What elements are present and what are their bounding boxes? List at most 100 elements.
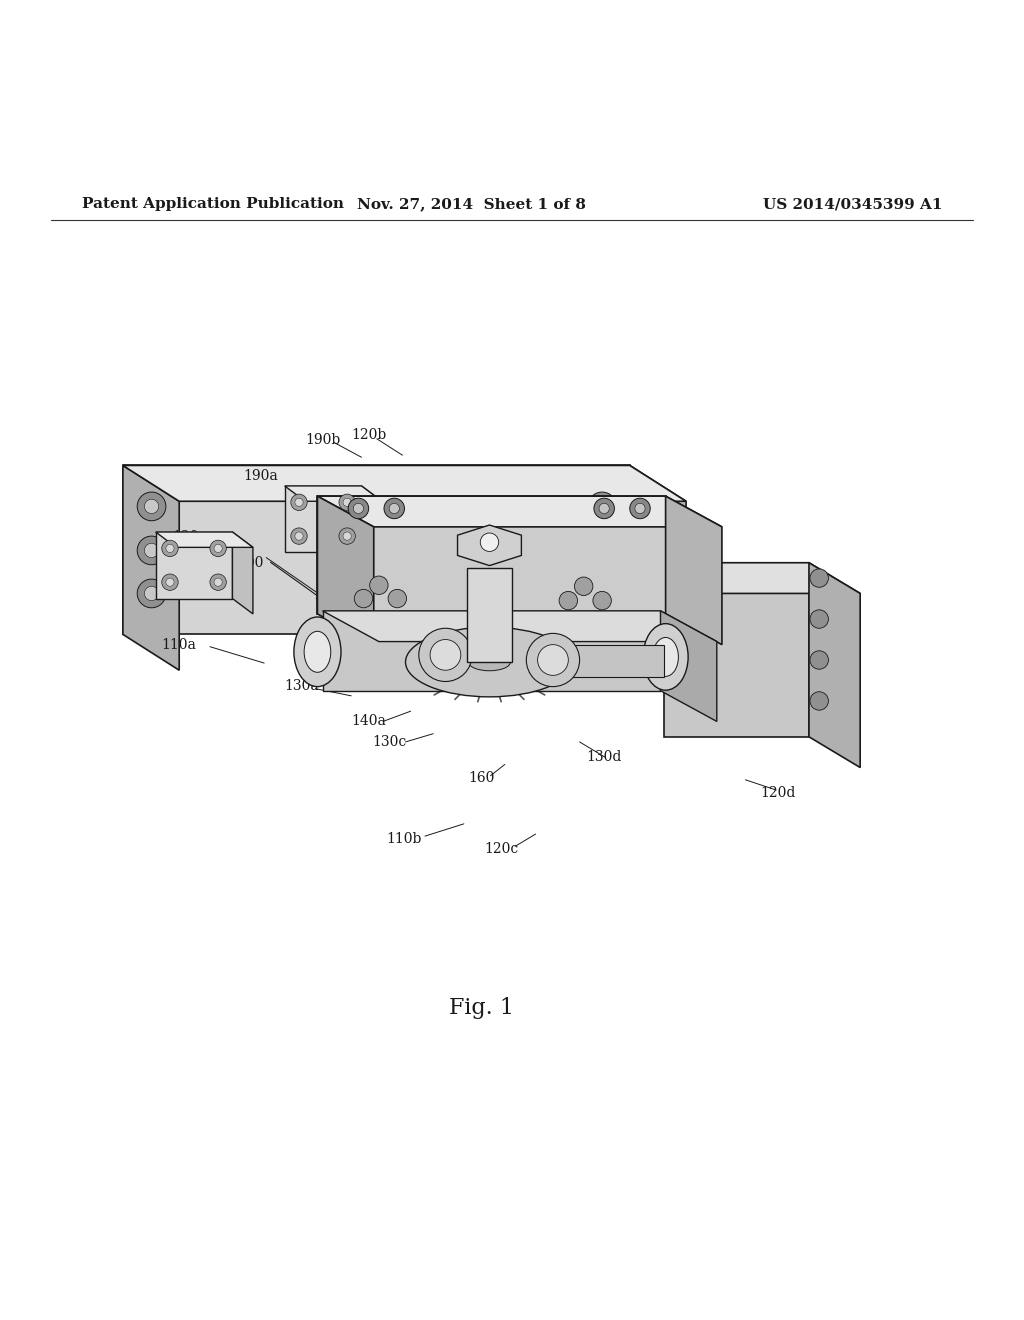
Ellipse shape	[653, 638, 678, 676]
Circle shape	[210, 540, 226, 557]
Polygon shape	[660, 611, 717, 722]
Circle shape	[144, 499, 159, 513]
Circle shape	[635, 503, 645, 513]
Circle shape	[370, 576, 388, 594]
Circle shape	[295, 532, 303, 540]
Circle shape	[339, 528, 355, 544]
Text: 120b: 120b	[351, 428, 386, 442]
Circle shape	[214, 544, 222, 553]
Ellipse shape	[294, 616, 341, 686]
Circle shape	[810, 651, 828, 669]
Polygon shape	[232, 532, 253, 614]
Polygon shape	[156, 532, 232, 598]
Circle shape	[295, 498, 303, 507]
Circle shape	[810, 692, 828, 710]
Circle shape	[593, 591, 611, 610]
Circle shape	[162, 574, 178, 590]
Circle shape	[348, 498, 369, 519]
Circle shape	[210, 574, 226, 590]
Circle shape	[384, 498, 404, 519]
Ellipse shape	[406, 627, 573, 697]
Polygon shape	[458, 525, 521, 565]
Circle shape	[595, 499, 609, 513]
Circle shape	[388, 589, 407, 607]
Text: 130b: 130b	[556, 520, 591, 533]
Circle shape	[810, 569, 828, 587]
Text: 150: 150	[688, 663, 715, 677]
Text: 120a: 120a	[172, 531, 207, 544]
Circle shape	[588, 579, 616, 607]
Ellipse shape	[468, 653, 510, 671]
Polygon shape	[664, 562, 860, 594]
Circle shape	[480, 533, 499, 552]
Polygon shape	[553, 644, 664, 677]
Ellipse shape	[304, 631, 331, 672]
Text: Nov. 27, 2014  Sheet 1 of 8: Nov. 27, 2014 Sheet 1 of 8	[356, 197, 586, 211]
Polygon shape	[123, 466, 630, 635]
Text: 120c: 120c	[484, 842, 519, 857]
Polygon shape	[323, 611, 660, 690]
Text: 140a: 140a	[351, 714, 386, 729]
Text: Patent Application Publication: Patent Application Publication	[82, 197, 344, 211]
Text: 130d: 130d	[587, 750, 622, 764]
Polygon shape	[317, 496, 722, 527]
Circle shape	[526, 634, 580, 686]
Text: 170: 170	[325, 663, 351, 677]
Text: 190a: 190a	[244, 469, 279, 483]
Circle shape	[343, 532, 351, 540]
Circle shape	[588, 492, 616, 520]
Polygon shape	[317, 496, 374, 644]
Polygon shape	[323, 611, 717, 642]
Circle shape	[430, 639, 461, 671]
Polygon shape	[285, 486, 382, 502]
Circle shape	[291, 494, 307, 511]
Circle shape	[389, 503, 399, 513]
Circle shape	[538, 644, 568, 676]
Text: 140b: 140b	[551, 577, 586, 590]
Polygon shape	[664, 562, 809, 737]
Circle shape	[599, 503, 609, 513]
Text: 130c: 130c	[372, 735, 407, 748]
Text: 100: 100	[238, 556, 264, 570]
Circle shape	[574, 577, 593, 595]
Circle shape	[339, 494, 355, 511]
Text: 110a: 110a	[162, 638, 197, 652]
Circle shape	[354, 589, 373, 607]
Polygon shape	[666, 496, 722, 644]
Circle shape	[166, 544, 174, 553]
Text: 180: 180	[673, 627, 699, 642]
Text: 160: 160	[468, 771, 495, 785]
Circle shape	[630, 498, 650, 519]
Circle shape	[559, 591, 578, 610]
Polygon shape	[317, 496, 666, 614]
Polygon shape	[123, 466, 686, 502]
Circle shape	[595, 586, 609, 601]
Circle shape	[343, 498, 351, 507]
Text: US 2014/0345399 A1: US 2014/0345399 A1	[763, 197, 942, 211]
Circle shape	[137, 536, 166, 565]
Ellipse shape	[643, 623, 688, 690]
Polygon shape	[123, 466, 179, 671]
Text: 120d: 120d	[761, 787, 796, 800]
Text: 190b: 190b	[305, 433, 340, 447]
Circle shape	[214, 578, 222, 586]
Circle shape	[162, 540, 178, 557]
Polygon shape	[361, 486, 382, 568]
Circle shape	[144, 544, 159, 557]
Circle shape	[144, 586, 159, 601]
Polygon shape	[630, 466, 686, 671]
Polygon shape	[156, 532, 253, 548]
Circle shape	[353, 503, 364, 513]
Polygon shape	[285, 486, 361, 553]
Text: 110b: 110b	[387, 832, 422, 846]
Polygon shape	[809, 562, 860, 767]
Text: 130a: 130a	[285, 678, 319, 693]
Circle shape	[810, 610, 828, 628]
Circle shape	[595, 544, 609, 557]
Text: Fig. 1: Fig. 1	[449, 997, 514, 1019]
Polygon shape	[467, 568, 512, 663]
Circle shape	[588, 536, 616, 565]
Circle shape	[291, 528, 307, 544]
Circle shape	[419, 628, 472, 681]
Circle shape	[137, 579, 166, 607]
